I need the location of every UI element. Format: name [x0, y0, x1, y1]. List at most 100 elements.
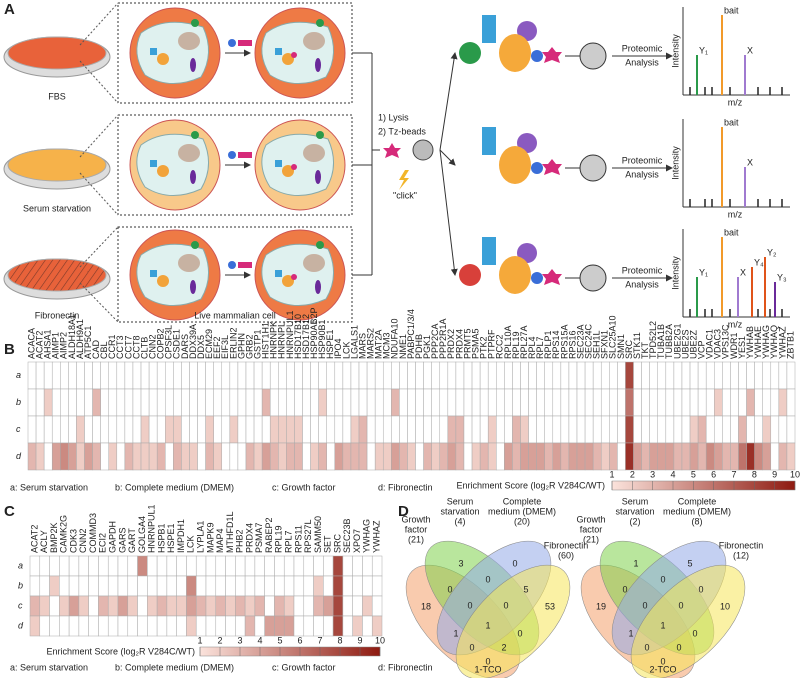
empty-cell: [27, 388, 37, 417]
empty-cell: [166, 555, 177, 577]
heat-cell: [358, 415, 368, 444]
gene-label: CCT8: [131, 335, 141, 359]
heat-cell: [600, 442, 610, 471]
heat-cell: [754, 442, 763, 471]
heat-cell: [649, 442, 658, 471]
protein: [157, 53, 169, 65]
zoom-line: [79, 60, 119, 104]
empty-cell: [237, 361, 247, 390]
empty-cell: [544, 388, 554, 417]
empty-cell: [137, 575, 148, 597]
empty-cell: [649, 388, 658, 417]
empty-cell: [705, 388, 715, 417]
protein: [316, 19, 324, 27]
gene-label: PRDX4: [454, 329, 464, 359]
heat-cell: [173, 415, 182, 444]
empty-cell: [560, 361, 570, 390]
empty-cell: [366, 388, 376, 417]
axis-label: m/z: [728, 97, 743, 107]
heat-cell: [124, 442, 134, 471]
empty-cell: [274, 575, 285, 597]
gene-label: CCT3: [115, 335, 125, 359]
analysis-label: Proteomic: [622, 265, 663, 275]
empty-cell: [786, 388, 796, 417]
empty-cell: [176, 575, 187, 597]
empty-cell: [391, 415, 400, 444]
empty-cell: [318, 361, 327, 390]
heat-cell: [29, 615, 41, 637]
empty-cell: [51, 361, 61, 390]
empty-cell: [313, 615, 324, 637]
heat-cell: [274, 595, 285, 617]
empty-cell: [762, 388, 772, 417]
heat-cell: [269, 442, 279, 471]
empty-cell: [221, 415, 231, 444]
row-label: b: [16, 397, 21, 407]
gene-label: MAPK9: [205, 522, 215, 553]
probe-icon: [238, 152, 252, 158]
empty-cell: [88, 575, 99, 597]
gene-label: SFXN1: [600, 330, 610, 359]
heat-cell: [705, 442, 715, 471]
tz-star: [542, 269, 562, 285]
heat-cell: [520, 442, 529, 471]
protein: [316, 131, 324, 139]
protein: [282, 53, 294, 65]
heat-cell: [544, 442, 554, 471]
peak-label: X: [740, 267, 746, 277]
venn-count: 1: [660, 620, 665, 630]
protein: [282, 165, 294, 177]
heat-cell: [439, 442, 449, 471]
gene-label: ACACA: [26, 328, 36, 359]
gene-label: MTHFD1L: [225, 511, 235, 553]
empty-cell: [165, 388, 174, 417]
nucleus: [303, 32, 325, 50]
gene-label: HSPB1: [156, 523, 166, 553]
empty-cell: [681, 415, 691, 444]
row-label: c: [16, 424, 21, 434]
empty-cell: [366, 442, 376, 471]
gene-label: WDR1: [729, 333, 739, 360]
gene-label: CPSF3L: [164, 325, 174, 359]
empty-cell: [479, 415, 489, 444]
gene-label: HSD17B12: [301, 314, 311, 359]
empty-cell: [641, 361, 650, 390]
set-label: factor: [405, 524, 428, 534]
gene-label: PPP2CA: [430, 323, 440, 359]
empty-cell: [399, 388, 408, 417]
gene-label: YWHAZ: [371, 520, 381, 553]
colorbar-tick-label: 2: [217, 635, 222, 645]
empty-cell: [274, 555, 285, 577]
empty-cell: [84, 415, 93, 444]
gene-label: GART: [127, 528, 137, 553]
gene-label: TPD52L2: [648, 321, 658, 359]
heat-cell: [283, 615, 295, 637]
empty-cell: [689, 388, 699, 417]
probe: [531, 272, 543, 284]
colorbar-tick-label: 5: [277, 635, 282, 645]
gene-label: ATP5C1: [83, 326, 93, 359]
gene-label: SMN1: [616, 334, 626, 359]
heat-cell: [225, 595, 236, 617]
empty-cell: [714, 361, 723, 390]
empty-cell: [253, 361, 263, 390]
empty-cell: [84, 388, 93, 417]
venn-count: 0: [644, 642, 649, 652]
empty-cell: [641, 415, 650, 444]
empty-cell: [215, 615, 226, 637]
venn-count: 0: [485, 574, 490, 584]
set-count: (8): [692, 516, 703, 526]
heat-cell: [633, 442, 642, 471]
empty-cell: [423, 361, 432, 390]
empty-cell: [374, 415, 384, 444]
heat-cell: [512, 442, 521, 471]
heat-cell: [278, 442, 287, 471]
empty-cell: [313, 555, 324, 577]
gene-label: RCC2: [495, 334, 505, 359]
bait-domain: [482, 127, 496, 141]
heat-cell: [334, 442, 344, 471]
heat-cell: [487, 442, 497, 471]
empty-cell: [302, 361, 311, 390]
heat-cell: [714, 388, 723, 417]
